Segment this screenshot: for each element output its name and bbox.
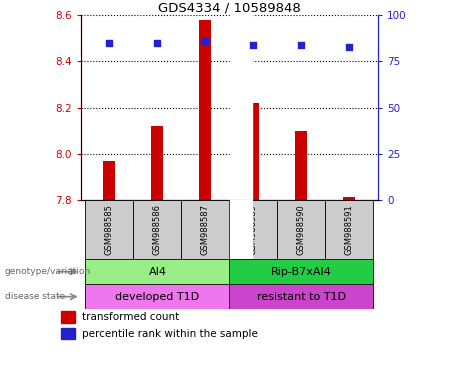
Point [250,42,257,48]
Bar [61,328,75,339]
Text: GSM988590: GSM988590 [297,204,306,255]
Bar [61,311,75,323]
FancyBboxPatch shape [85,200,133,259]
Text: percentile rank within the sample: percentile rank within the sample [82,329,258,339]
Text: GSM988591: GSM988591 [345,204,354,255]
Bar [199,20,211,200]
FancyBboxPatch shape [230,284,373,309]
Bar [230,200,252,259]
Bar [248,103,260,200]
Text: transformed count: transformed count [82,312,179,322]
Text: Rip-B7xAI4: Rip-B7xAI4 [271,266,332,277]
FancyBboxPatch shape [278,200,325,259]
Text: GSM988586: GSM988586 [153,204,162,255]
Text: resistant to T1D: resistant to T1D [257,291,346,302]
Text: developed T1D: developed T1D [115,291,200,302]
Bar [343,197,355,200]
Text: GSM988587: GSM988587 [201,204,210,255]
FancyBboxPatch shape [230,259,373,284]
Title: GDS4334 / 10589848: GDS4334 / 10589848 [158,1,301,14]
Text: disease state: disease state [5,292,65,301]
Bar [103,161,115,200]
FancyBboxPatch shape [181,200,230,259]
Text: genotype/variation: genotype/variation [5,267,91,276]
FancyBboxPatch shape [230,200,278,259]
Bar [230,15,252,200]
Text: GSM988589: GSM988589 [249,204,258,255]
Text: GSM988585: GSM988585 [105,204,114,255]
Text: AI4: AI4 [148,266,166,277]
Point [201,38,209,44]
FancyBboxPatch shape [325,200,373,259]
Point [106,40,113,46]
FancyBboxPatch shape [133,200,181,259]
FancyBboxPatch shape [85,259,230,284]
Point [346,44,353,50]
Point [298,42,305,48]
Bar [151,126,163,200]
FancyBboxPatch shape [85,284,230,309]
Point [154,40,161,46]
Bar [296,131,307,200]
